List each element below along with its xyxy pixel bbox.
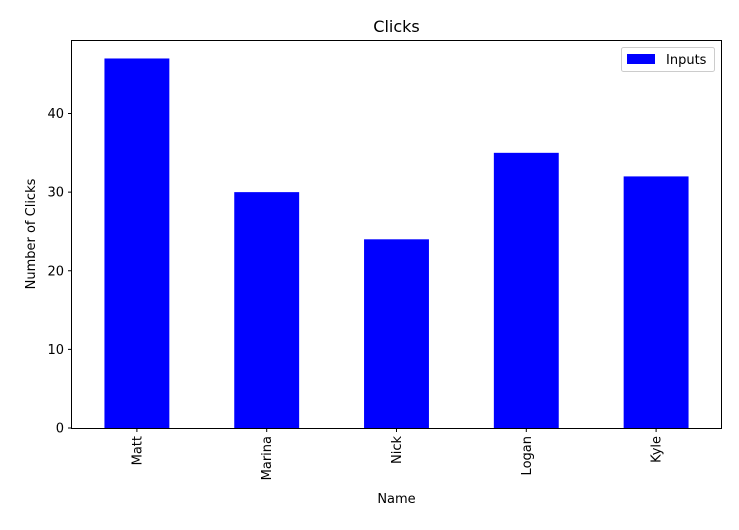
y-tick-label-0: 0 <box>56 422 64 437</box>
bar-logan <box>493 152 559 428</box>
bar-marina <box>234 192 300 428</box>
legend: Inputs <box>621 47 715 72</box>
bar-matt <box>104 58 170 428</box>
x-tick-label-matt: Matt <box>130 436 145 465</box>
x-axis: Matt Marina Nick Logan Kyle <box>130 428 665 480</box>
chart-title: Clicks <box>373 17 419 36</box>
plot-frame <box>71 40 722 429</box>
y-tick-label-30: 30 <box>47 186 64 201</box>
y-tick-label-40: 40 <box>47 107 64 122</box>
bar-kyle <box>623 176 689 428</box>
x-tick-label-marina: Marina <box>260 436 275 480</box>
x-tick-label-kyle: Kyle <box>650 436 665 463</box>
legend-swatch-inputs <box>627 54 655 64</box>
bar-nick <box>364 239 429 428</box>
x-tick-label-nick: Nick <box>390 436 405 464</box>
bars-group <box>104 58 689 428</box>
y-tick-label-10: 10 <box>47 343 64 358</box>
x-axis-label: Name <box>377 492 415 507</box>
legend-label-inputs: Inputs <box>666 53 707 68</box>
y-tick-label-20: 20 <box>47 264 64 279</box>
y-axis-label: Number of Clicks <box>24 178 39 289</box>
y-axis: 0 10 20 30 40 <box>47 107 72 437</box>
legend-frame <box>621 47 715 72</box>
x-tick-label-logan: Logan <box>520 436 535 475</box>
